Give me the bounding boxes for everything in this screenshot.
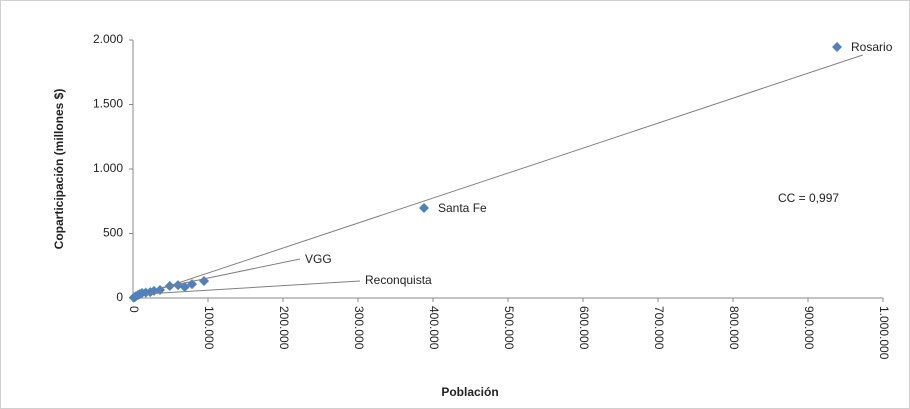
leader-line [159, 258, 301, 289]
x-tick-label: 600.000 [577, 306, 591, 350]
y-tick-label: 500 [103, 226, 123, 240]
x-tick-label: 400.000 [427, 306, 441, 350]
x-tick-label: 200.000 [277, 306, 291, 350]
leader-line [144, 280, 361, 295]
point [832, 41, 843, 52]
y-tick-label: 0 [116, 290, 123, 304]
point [419, 202, 429, 213]
x-tick-label: 500.000 [502, 306, 516, 350]
point [173, 280, 183, 291]
point [128, 292, 139, 303]
y-tick-label: 1.000 [93, 161, 123, 175]
x-tick-label: 900.000 [802, 306, 816, 350]
y-tick-label: 1.500 [93, 97, 123, 111]
x-tick-label: 1.000.000 [877, 306, 891, 360]
x-tick-label: 800.000 [727, 306, 741, 350]
annotation: Reconquista [365, 273, 432, 287]
point-label: Rosario [851, 40, 893, 54]
x-tick-label: 100.000 [202, 306, 216, 350]
y-axis-title: Coparticipación (millones $) [52, 89, 66, 250]
x-tick-label: 700.000 [652, 306, 666, 350]
trendline [132, 54, 863, 299]
y-tick-label: 2.000 [93, 32, 123, 46]
x-tick-label: 0 [127, 306, 141, 313]
annotation: VGG [305, 252, 332, 266]
x-tick-label: 300.000 [352, 306, 366, 350]
annotation: CC = 0,997 [778, 191, 839, 205]
x-axis-title: Población [441, 385, 498, 399]
point-label: Santa Fe [438, 201, 487, 215]
